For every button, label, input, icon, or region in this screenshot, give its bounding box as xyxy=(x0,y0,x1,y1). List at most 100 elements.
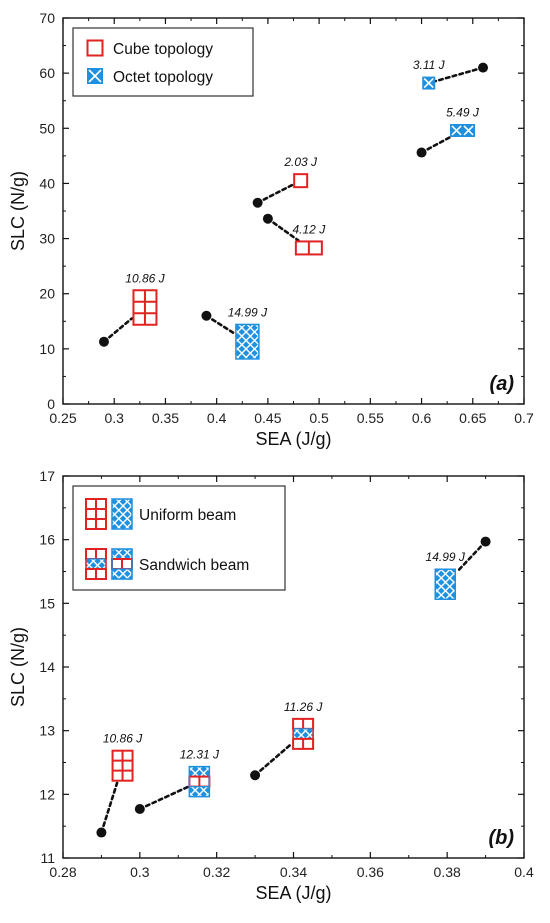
y-tick-label: 14 xyxy=(39,659,55,675)
sample-icon-frame xyxy=(293,173,309,189)
x-tick-label: 0.5 xyxy=(309,410,329,426)
sample-icon xyxy=(422,76,436,90)
data-point xyxy=(201,310,212,321)
legend-icon-frame xyxy=(85,548,107,580)
connector-line xyxy=(138,785,190,811)
data-point xyxy=(96,827,107,838)
legend-icon-frame xyxy=(111,548,133,580)
connector-line xyxy=(420,136,452,154)
y-tick-label: 60 xyxy=(39,65,55,81)
sample-icon-frame xyxy=(188,765,211,798)
energy-label: 14.99 J xyxy=(228,305,268,319)
x-tick-label: 0.32 xyxy=(203,864,230,880)
x-tick-label: 0.34 xyxy=(280,864,307,880)
connector-line xyxy=(455,540,487,574)
y-tick-label: 30 xyxy=(39,231,55,247)
data-point xyxy=(416,147,427,158)
sample-icon-octet-row xyxy=(188,765,210,778)
connector-line xyxy=(100,781,119,834)
sample-icon xyxy=(188,765,211,798)
y-tick-label: 20 xyxy=(39,286,55,302)
sample-icon-cross xyxy=(423,78,434,89)
y-tick-label: 40 xyxy=(39,175,55,191)
legend-label: Uniform beam xyxy=(139,507,236,524)
sample-icon xyxy=(294,240,323,256)
sample-icon-fill xyxy=(235,323,260,360)
sample-icon xyxy=(235,323,260,360)
sample-icon-cell xyxy=(462,123,476,137)
sample-icon xyxy=(434,568,456,600)
x-tick-label: 0.28 xyxy=(49,864,76,880)
x-tick-label: 0.65 xyxy=(459,410,486,426)
legend-label: Sandwich beam xyxy=(139,557,249,574)
data-point xyxy=(134,803,145,814)
plot-frame xyxy=(62,475,525,859)
sample-icon-octet-row xyxy=(188,785,210,798)
sample-icon-cell-cross xyxy=(463,125,474,136)
energy-label: 11.26 J xyxy=(284,700,323,714)
y-axis-title: SLC (N/g) xyxy=(8,171,28,251)
x-tick-label: 0.3 xyxy=(104,410,124,426)
legend-icon-octet-row xyxy=(111,548,133,560)
x-tick-label: 0.4 xyxy=(207,410,227,426)
chart-panel-b: 0.28 0.3 0.32 0.34 0.36 0.38 0.4 11 12 13 14 15 16 17… xyxy=(8,468,534,903)
sample-icon xyxy=(132,289,158,326)
data-point xyxy=(252,197,263,208)
energy-label: 2.03 J xyxy=(283,155,318,169)
legend-icon xyxy=(86,39,104,57)
y-tick-label: 10 xyxy=(39,341,55,357)
legend-icon xyxy=(111,548,133,580)
connector-line xyxy=(434,66,485,83)
x-tick-label: 0.36 xyxy=(357,864,384,880)
panel-label: (a) xyxy=(490,373,515,395)
y-tick-label: 15 xyxy=(39,595,55,611)
energy-label: 12.31 J xyxy=(180,748,220,762)
sample-icon xyxy=(111,749,134,782)
energy-label: 10.86 J xyxy=(103,732,143,746)
x-tick-label: 0.45 xyxy=(254,410,281,426)
sample-icon xyxy=(293,173,309,189)
y-tick-label: 12 xyxy=(39,786,55,802)
x-axis-title: SEA (J/g) xyxy=(255,883,331,903)
y-tick-label: 17 xyxy=(39,468,55,484)
legend-icon-octet-row xyxy=(85,558,107,570)
sample-icon-octet-row xyxy=(292,728,314,740)
connector-line xyxy=(102,317,134,343)
connector-line xyxy=(205,314,236,335)
legend-label: Octet topology xyxy=(113,69,213,86)
y-tick-label: 11 xyxy=(40,850,55,866)
y-tick-label: 50 xyxy=(39,120,55,136)
legend-box xyxy=(72,485,286,591)
x-tick-label: 0.55 xyxy=(357,410,384,426)
data-point xyxy=(250,770,261,781)
legend-label: Cube topology xyxy=(113,41,213,58)
energy-label: 4.12 J xyxy=(293,222,327,236)
x-tick-label: 0.4 xyxy=(514,864,534,880)
sample-icon xyxy=(450,123,476,137)
legend-icon-cross xyxy=(88,69,102,83)
sample-icon-frame xyxy=(292,718,314,750)
y-tick-label: 0 xyxy=(47,396,55,412)
sample-icon-cell-cross xyxy=(451,125,462,136)
panel-label: (b) xyxy=(488,827,514,849)
legend-icon xyxy=(111,498,133,530)
x-tick-label: 0.38 xyxy=(434,864,461,880)
legend-icon xyxy=(87,68,103,84)
connector-line xyxy=(253,742,293,777)
energy-label: 10.86 J xyxy=(125,271,165,285)
connector-line xyxy=(256,183,295,205)
y-tick-label: 70 xyxy=(39,10,55,26)
energy-label: 3.11 J xyxy=(413,58,446,72)
x-tick-label: 0.7 xyxy=(514,410,534,426)
data-point xyxy=(478,62,489,73)
sample-icon xyxy=(292,717,315,750)
y-axis-title: SLC (N/g) xyxy=(8,627,28,707)
energy-label: 5.49 J xyxy=(446,105,480,119)
legend-icon xyxy=(85,498,107,530)
legend-icon-frame xyxy=(86,39,104,57)
x-tick-label: 0.6 xyxy=(412,410,432,426)
chart-panel-a: 0.25 0.3 0.35 0.4 0.45 0.5 0.55 0.6 0.65 0.7 0 10 20… xyxy=(8,10,534,449)
legend-icon-fill xyxy=(111,498,133,530)
data-point xyxy=(262,213,273,224)
